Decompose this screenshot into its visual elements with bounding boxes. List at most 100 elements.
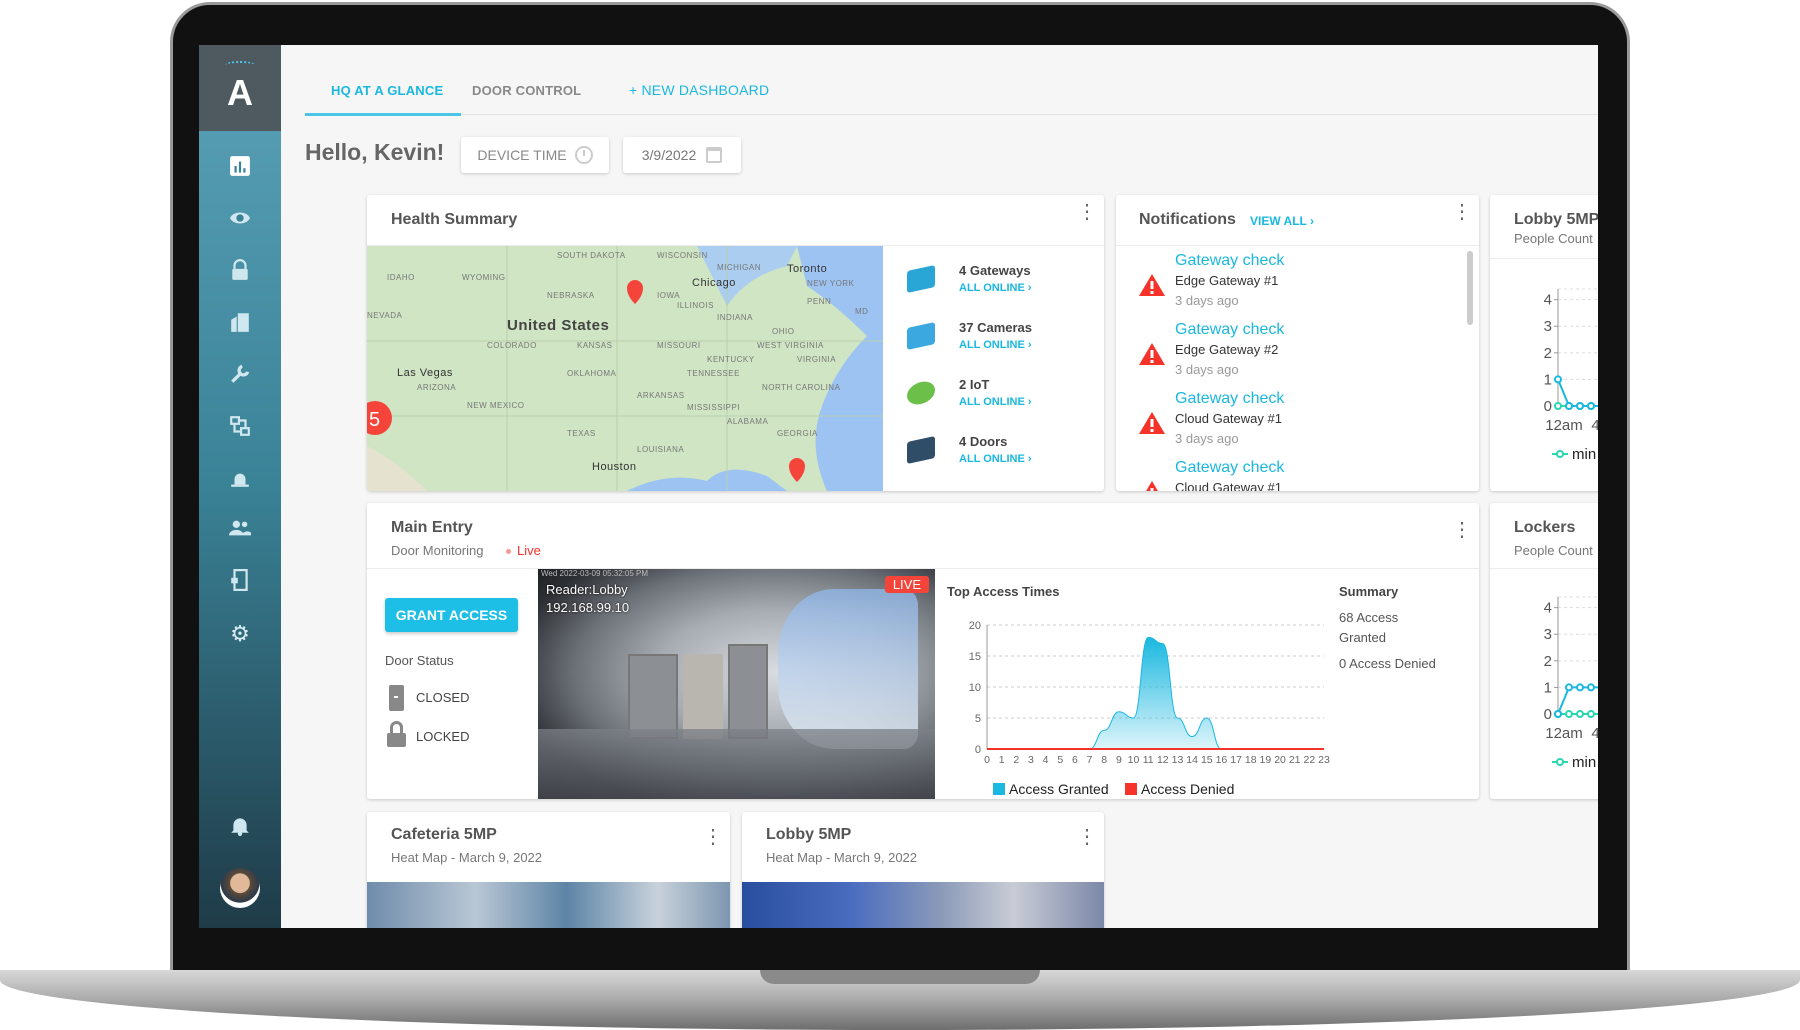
- view-all-link[interactable]: VIEW ALL ›: [1250, 214, 1315, 228]
- map-label: MD: [855, 307, 868, 316]
- new-dashboard-link[interactable]: + NEW DASHBOARD: [629, 82, 770, 98]
- map-label: WEST VIRGINIA: [757, 341, 824, 350]
- more-options-icon[interactable]: ⋮: [1077, 826, 1097, 848]
- notification-list: Gateway check Edge Gateway #1 3 days ago…: [1116, 246, 1466, 491]
- notification-item[interactable]: Gateway check Cloud Gateway #1 3 days ag…: [1116, 389, 1456, 455]
- notification-title[interactable]: Gateway check: [1175, 459, 1285, 476]
- more-options-icon[interactable]: ⋮: [703, 826, 723, 848]
- access-denied-count: 0 Access Denied: [1339, 656, 1436, 671]
- x-tick-label: 12am: [1545, 725, 1583, 742]
- map-pin[interactable]: [789, 458, 805, 482]
- more-options-icon[interactable]: ⋮: [1452, 519, 1472, 541]
- card-title: Lobby 5MP: [766, 826, 852, 843]
- device-summary-item: 37 Cameras ALL ONLINE ›: [883, 315, 1104, 365]
- door-status-label: Door Status: [385, 653, 454, 668]
- series-line: [1557, 686, 1598, 715]
- device-count: 37 Cameras: [959, 320, 1032, 335]
- calendar-icon: [706, 147, 723, 163]
- card-title: Lockers: [1514, 519, 1576, 536]
- y-tick-label: 3: [1544, 626, 1552, 643]
- alarm-icon[interactable]: [223, 461, 257, 495]
- legend-label: Access Denied: [1141, 781, 1234, 797]
- notification-title[interactable]: Gateway check: [1175, 321, 1285, 338]
- eye-icon[interactable]: [223, 201, 257, 235]
- heatmap-image[interactable]: [367, 882, 730, 928]
- card-subtitle: People Count: [1514, 543, 1593, 558]
- card-subtitle: Heat Map - March 9, 2022: [766, 850, 918, 865]
- map-label: GEORGIA: [777, 429, 818, 438]
- device-time-button[interactable]: DEVICE TIME: [461, 137, 609, 173]
- access-granted-area: [987, 636, 1324, 750]
- x-tick-label: 9: [1116, 754, 1122, 766]
- data-point: [1565, 402, 1573, 410]
- more-options-icon[interactable]: ⋮: [1452, 201, 1472, 223]
- clock-icon: [574, 146, 593, 164]
- device-status-link[interactable]: ALL ONLINE ›: [959, 282, 1032, 294]
- map-label: IDAHO: [387, 273, 415, 282]
- camera-ip: 192.168.99.10: [546, 600, 630, 615]
- map-pin[interactable]: [627, 280, 643, 304]
- date-picker[interactable]: 3/9/2022: [623, 137, 741, 173]
- card-subtitle: Door Monitoring: [391, 543, 484, 558]
- notification-item[interactable]: Gateway check Cloud Gateway #1: [1116, 458, 1456, 491]
- health-summary-card: Health Summary ⋮ SOUTH DAKOTA WISCONSIN MI…: [367, 195, 1104, 491]
- x-tick-label: 2: [1013, 754, 1019, 766]
- notification-title[interactable]: Gateway check: [1175, 390, 1285, 407]
- notification-time: 3 days ago: [1175, 362, 1239, 377]
- device-summary-item: 4 Doors ALL ONLINE ›: [883, 429, 1104, 479]
- map-label: NEW MEXICO: [467, 401, 524, 410]
- y-tick-label: 1: [1544, 679, 1552, 696]
- x-tick-label: 23: [1318, 754, 1330, 766]
- data-point: [1554, 402, 1562, 410]
- door-icon[interactable]: [223, 563, 257, 597]
- notification-title[interactable]: Gateway check: [1175, 252, 1285, 269]
- map-label: Houston: [592, 461, 636, 473]
- map-label: ARKANSAS: [637, 391, 685, 400]
- map[interactable]: SOUTH DAKOTA WISCONSIN MICHIGAN Toronto IDAH…: [367, 246, 883, 491]
- map-label: NORTH CAROLINA: [762, 383, 841, 392]
- map-cluster-marker[interactable]: [367, 401, 392, 435]
- people-icon[interactable]: [223, 511, 257, 545]
- camera-feed[interactable]: Wed 2022-03-09 05:32:05 PM Reader:Lobby …: [538, 569, 935, 799]
- x-tick-label: 4: [1043, 754, 1049, 766]
- map-label: ILLINOIS: [677, 301, 714, 310]
- dashboard-icon[interactable]: [223, 149, 257, 183]
- notification-item[interactable]: Gateway check Edge Gateway #1 3 days ago: [1116, 251, 1456, 317]
- map-label: IOWA: [657, 291, 680, 300]
- logo: A: [199, 45, 281, 131]
- heatmap-image[interactable]: [742, 882, 1104, 928]
- warning-icon: [1139, 343, 1165, 365]
- legend-swatch: [993, 783, 1005, 795]
- more-options-icon[interactable]: ⋮: [1077, 201, 1097, 223]
- data-point: [1565, 710, 1573, 718]
- scrollbar[interactable]: [1467, 251, 1473, 325]
- map-label: WISCONSIN: [657, 251, 708, 260]
- door-closed-icon: [389, 685, 404, 711]
- y-tick-label: 2: [1544, 653, 1552, 670]
- x-tick-label: 20: [1274, 754, 1286, 766]
- live-badge: LIVE: [884, 576, 929, 593]
- bell-icon[interactable]: [223, 808, 257, 842]
- greeting: Hello, Kevin!: [305, 139, 445, 165]
- gear-icon[interactable]: ⚙: [230, 621, 250, 646]
- lock-icon: [387, 721, 406, 747]
- tab-hq-at-a-glance[interactable]: HQ AT A GLANCE: [331, 83, 444, 98]
- tab-door-control[interactable]: DOOR CONTROL: [472, 83, 582, 98]
- y-tick-label: 5: [975, 713, 981, 725]
- building-icon[interactable]: [223, 305, 257, 339]
- notification-device: Edge Gateway #2: [1175, 342, 1279, 357]
- device-status-link[interactable]: ALL ONLINE ›: [959, 339, 1032, 351]
- device-status-link[interactable]: ALL ONLINE ›: [959, 396, 1032, 408]
- avatar[interactable]: [220, 868, 260, 908]
- map-label: MICHIGAN: [717, 263, 761, 272]
- device-list: 4 Gateways ALL ONLINE › 37 Cameras ALL O…: [883, 246, 1104, 491]
- map-label: OKLAHOMA: [567, 369, 617, 378]
- grant-access-button[interactable]: GRANT ACCESS: [385, 598, 518, 632]
- tab-divider: [461, 114, 1598, 115]
- lock-icon[interactable]: [223, 253, 257, 287]
- workflow-icon[interactable]: [223, 409, 257, 443]
- wrench-icon[interactable]: [223, 357, 257, 391]
- notification-item[interactable]: Gateway check Edge Gateway #2 3 days ago: [1116, 320, 1456, 386]
- device-status-link[interactable]: ALL ONLINE ›: [959, 453, 1032, 465]
- y-tick-label: 10: [969, 682, 981, 694]
